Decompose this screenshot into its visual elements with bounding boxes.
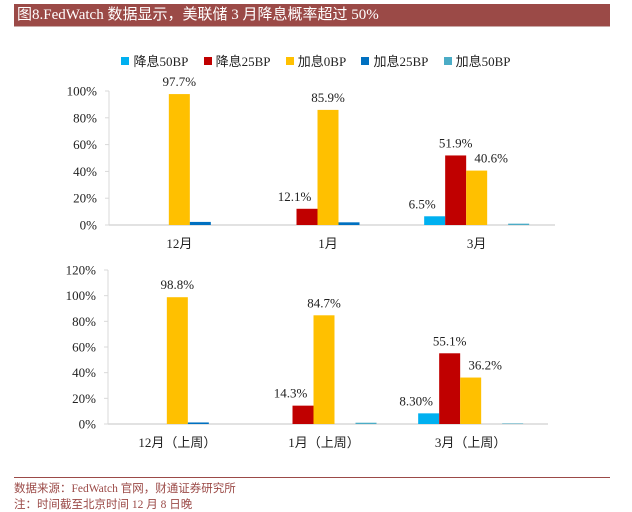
category-label: 1月 bbox=[318, 236, 338, 251]
y-tick-label: 40% bbox=[72, 365, 96, 380]
data-label: 98.8% bbox=[161, 277, 195, 292]
y-tick-label: 0% bbox=[79, 417, 97, 432]
legend-label: 降息50BP bbox=[133, 54, 189, 69]
bar bbox=[424, 216, 446, 225]
bar bbox=[439, 353, 461, 424]
category-label: 12月（上周） bbox=[138, 435, 216, 450]
bar bbox=[355, 422, 377, 424]
y-tick-label: 120% bbox=[66, 263, 97, 278]
data-label: 84.7% bbox=[307, 295, 341, 310]
bar bbox=[338, 222, 360, 225]
legend-item-hike-25bp: 加息25BP bbox=[361, 51, 428, 70]
title-divider bbox=[14, 26, 610, 27]
time-note: 注：时间截至北京时间 12 月 8 日晚 bbox=[14, 499, 193, 511]
bar bbox=[317, 109, 339, 225]
bar bbox=[292, 405, 314, 424]
legend-label: 加息25BP bbox=[373, 54, 429, 69]
bar bbox=[189, 221, 211, 225]
y-tick-label: 60% bbox=[72, 340, 96, 355]
bar bbox=[418, 413, 440, 424]
legend-swatch bbox=[285, 57, 294, 65]
bar bbox=[445, 155, 467, 225]
y-tick-label: 80% bbox=[72, 314, 96, 329]
legend-item-hike-0bp: 加息0BP bbox=[285, 51, 347, 70]
data-label: 8.30% bbox=[399, 393, 433, 408]
bar bbox=[313, 315, 335, 424]
data-label: 6.5% bbox=[409, 196, 436, 211]
data-label: 85.9% bbox=[311, 90, 345, 105]
bar bbox=[296, 208, 318, 225]
figure-title: 图8.FedWatch 数据显示，美联储 3 月降息概率超过 50% bbox=[14, 4, 610, 26]
source-note: 数据来源：FedWatch 官网，财通证券研究所 bbox=[14, 483, 236, 495]
category-label: 12月 bbox=[166, 236, 192, 251]
data-label: 36.2% bbox=[468, 358, 502, 373]
chart-legend: 降息50BP 降息25BP 加息0BP 加息25BP 加息50BP bbox=[0, 51, 632, 70]
y-tick-label: 100% bbox=[66, 288, 97, 303]
legend-swatch bbox=[121, 57, 130, 65]
legend-item-cut-50bp: 降息50BP bbox=[121, 51, 188, 70]
y-tick-label: 40% bbox=[73, 164, 97, 179]
legend-swatch bbox=[203, 57, 212, 65]
category-label: 1月（上周） bbox=[288, 435, 360, 450]
y-tick-label: 20% bbox=[72, 391, 96, 406]
bar bbox=[502, 423, 524, 424]
legend-label: 加息50BP bbox=[455, 54, 511, 69]
y-tick-label: 80% bbox=[73, 110, 97, 125]
y-tick-label: 0% bbox=[80, 218, 98, 233]
data-label: 14.3% bbox=[274, 386, 308, 401]
bar bbox=[508, 223, 530, 225]
data-label: 55.1% bbox=[433, 333, 467, 348]
bar bbox=[187, 422, 209, 424]
data-label: 97.7% bbox=[163, 74, 197, 89]
bar bbox=[168, 94, 190, 225]
data-label: 51.9% bbox=[439, 135, 473, 150]
legend-swatch bbox=[443, 57, 452, 65]
legend-swatch bbox=[361, 57, 370, 65]
legend-item-cut-25bp: 降息25BP bbox=[203, 51, 271, 70]
y-tick-label: 100% bbox=[67, 84, 98, 99]
category-label: 3月（上周） bbox=[435, 435, 507, 450]
category-label: 3月 bbox=[467, 236, 487, 251]
bar bbox=[166, 297, 188, 424]
legend-label: 加息0BP bbox=[297, 54, 347, 69]
y-tick-label: 60% bbox=[73, 137, 97, 152]
bar bbox=[460, 377, 482, 424]
bar bbox=[466, 170, 488, 225]
footer-divider bbox=[14, 477, 610, 478]
legend-label: 降息25BP bbox=[215, 54, 271, 69]
y-tick-label: 20% bbox=[73, 191, 97, 206]
legend-item-hike-50bp: 加息50BP bbox=[443, 51, 511, 70]
data-label: 40.6% bbox=[474, 151, 508, 166]
data-label: 12.1% bbox=[278, 189, 312, 204]
